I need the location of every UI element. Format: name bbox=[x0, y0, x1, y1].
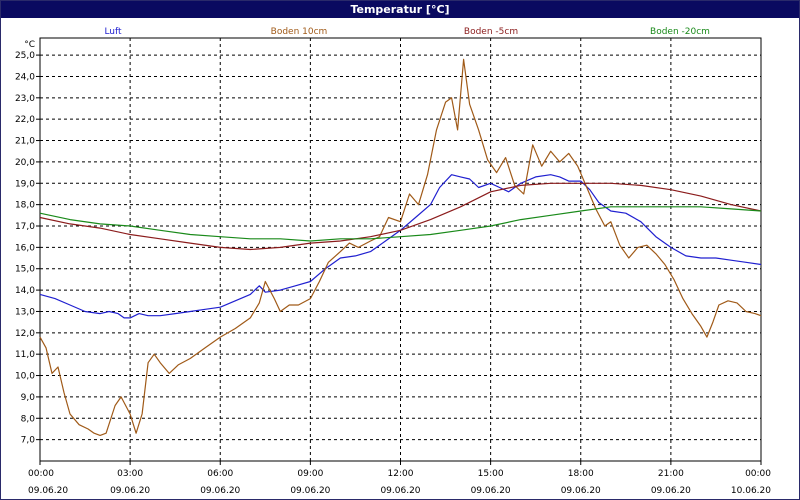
x-tick-time: 15:00 bbox=[478, 469, 504, 479]
x-tick-date: 09.06.20 bbox=[200, 486, 240, 496]
y-tick-label: 14,0 bbox=[15, 286, 35, 296]
series-line bbox=[39, 206, 762, 242]
x-tick-time: 12:00 bbox=[388, 469, 414, 479]
series-line bbox=[39, 174, 762, 319]
legend-entry: Boden -5cm bbox=[464, 27, 518, 37]
y-tick-label: 21,0 bbox=[15, 137, 35, 147]
plot-border bbox=[39, 37, 762, 462]
series-line bbox=[39, 182, 762, 251]
x-tick-date: 09.06.20 bbox=[651, 486, 691, 496]
x-tick-time: 21:00 bbox=[658, 469, 684, 479]
x-tick-labels: 00:00 09.06.20 03:00 09.06.20 06:00 09.06.20 0… bbox=[28, 469, 771, 496]
x-tick-time: 00:00 bbox=[745, 469, 771, 479]
y-tick-label: 17,0 bbox=[15, 222, 35, 232]
legend-entry: Boden 10cm bbox=[271, 27, 328, 37]
legend: Luft Boden 10cm Boden -5cm Boden -20cm bbox=[104, 27, 710, 37]
y-tick-label: 22,0 bbox=[15, 115, 35, 125]
x-tick-date: 09.06.20 bbox=[110, 486, 150, 496]
y-tick-label: 19,0 bbox=[15, 179, 35, 189]
x-tick-time: 00:00 bbox=[28, 469, 54, 479]
y-axis-unit: °C bbox=[24, 40, 35, 50]
x-tick-time: 09:00 bbox=[297, 469, 323, 479]
axes bbox=[36, 37, 762, 465]
series-line bbox=[39, 58, 762, 436]
x-tick-time: 03:00 bbox=[117, 469, 143, 479]
y-tick-label: 10,0 bbox=[15, 372, 35, 382]
y-tick-label: 13,0 bbox=[15, 307, 35, 317]
y-tick-label: 12,0 bbox=[15, 329, 35, 339]
chart-title: Temperatur [°C] bbox=[1, 1, 799, 18]
series-lines bbox=[39, 58, 762, 436]
y-tick-label: 15,0 bbox=[15, 265, 35, 275]
x-tick-date: 09.06.20 bbox=[290, 486, 330, 496]
x-tick-date: 09.06.20 bbox=[380, 486, 420, 496]
y-tick-label: 25,0 bbox=[15, 51, 35, 61]
x-tick-date: 09.06.20 bbox=[561, 486, 601, 496]
x-tick-time: 06:00 bbox=[207, 469, 233, 479]
y-tick-label: 23,0 bbox=[15, 94, 35, 104]
y-tick-label: 20,0 bbox=[15, 158, 35, 168]
x-tick-date: 09.06.20 bbox=[471, 486, 511, 496]
y-tick-label: 7,0 bbox=[21, 436, 36, 446]
x-tick-date: 10.06.20 bbox=[731, 486, 771, 496]
y-tick-label: 9,0 bbox=[21, 393, 36, 403]
x-tick-date: 09.06.20 bbox=[28, 486, 68, 496]
legend-entry: Boden -20cm bbox=[650, 27, 710, 37]
legend-entry: Luft bbox=[104, 27, 122, 37]
grid-lines bbox=[40, 38, 761, 461]
y-tick-label: 24,0 bbox=[15, 72, 35, 82]
y-tick-label: 11,0 bbox=[15, 350, 35, 360]
y-tick-label: 16,0 bbox=[15, 243, 35, 253]
y-tick-labels: 7,0 8,0 9,0 10,0 11,0 12,0 13,0 14,0 15,0 16,0 17,… bbox=[15, 40, 35, 446]
x-tick-time: 18:00 bbox=[568, 469, 594, 479]
y-tick-label: 8,0 bbox=[21, 414, 36, 424]
y-tick-label: 18,0 bbox=[15, 201, 35, 211]
